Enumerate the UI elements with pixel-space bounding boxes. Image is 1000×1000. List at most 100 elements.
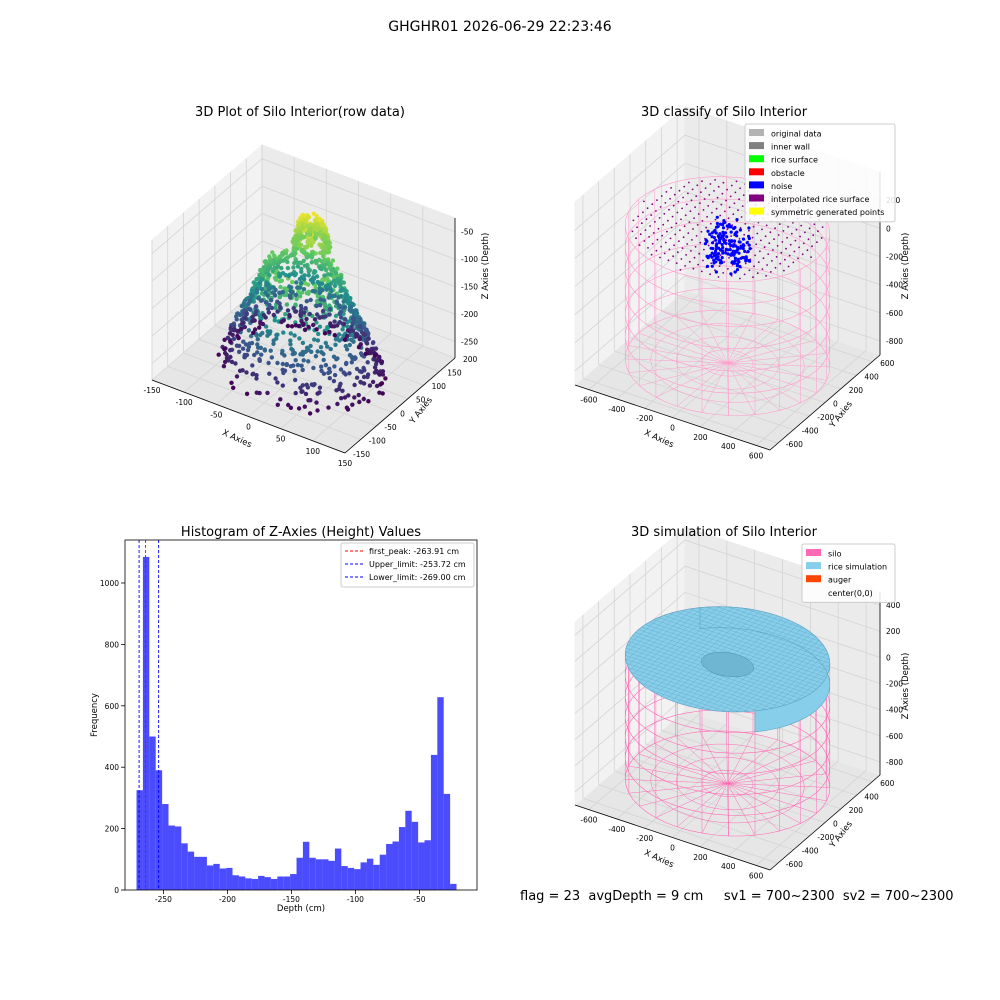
- surface-point: [821, 226, 824, 229]
- surface-point: [694, 206, 696, 209]
- scatter-point: [366, 399, 371, 404]
- x-gridline: [616, 540, 728, 820]
- scatter-point: [296, 260, 302, 265]
- scatter-point: [348, 296, 353, 301]
- surface-point: [781, 241, 784, 243]
- noise-point: [717, 258, 721, 262]
- scatter-point: [308, 297, 313, 303]
- scatter-points: [216, 211, 388, 416]
- surface-point: [737, 209, 739, 212]
- scatter-point: [296, 323, 302, 329]
- scatter-point: [311, 322, 316, 328]
- scatter-point: [281, 258, 286, 263]
- scatter-point: [267, 254, 272, 259]
- surface-point: [756, 232, 759, 235]
- scatter-point: [285, 259, 290, 265]
- rice-mesh-line: [752, 648, 826, 712]
- surface-point: [787, 226, 789, 228]
- surface-point: [700, 230, 703, 233]
- surface-point: [799, 235, 801, 238]
- scatter-point: [266, 360, 271, 366]
- scatter-point: [285, 308, 291, 313]
- noise-point: [710, 251, 714, 255]
- scatter-point: [266, 283, 271, 288]
- surface-point: [816, 241, 818, 244]
- scatter-point: [286, 402, 291, 408]
- surface-point: [752, 276, 754, 279]
- surface-point: [800, 224, 803, 227]
- z-tick-label: 400: [886, 601, 901, 610]
- scatter-point: [321, 357, 326, 363]
- scatter-point: [317, 390, 322, 395]
- surface-point: [697, 263, 699, 266]
- noise-point: [732, 261, 737, 265]
- noise-point: [738, 228, 743, 232]
- noise-point: [745, 241, 749, 245]
- surface-point: [719, 214, 722, 217]
- y-tick-label: 1000: [100, 579, 119, 588]
- z-tick-label: -150: [461, 283, 478, 292]
- scatter-point: [301, 321, 306, 327]
- noise-point: [731, 244, 735, 248]
- scatter-point: [280, 361, 285, 367]
- scatter-point: [282, 286, 287, 291]
- histogram-bar: [283, 876, 291, 890]
- noise-point: [733, 270, 737, 274]
- y-tick-label: 200: [105, 825, 120, 834]
- histogram-bar: [354, 869, 361, 890]
- z-tick-label: -800: [886, 758, 903, 767]
- scatter-point: [273, 305, 278, 310]
- scatter-point: [242, 324, 247, 330]
- scatter-point: [350, 316, 356, 321]
- scatter-point: [228, 339, 233, 344]
- x-tick-label: -150: [143, 386, 160, 395]
- scatter-point: [379, 381, 385, 386]
- scatter-point: [308, 222, 313, 228]
- noise-point: [739, 256, 743, 260]
- rice-mesh-line: [781, 664, 830, 707]
- scatter-point: [377, 390, 382, 395]
- scatter-point: [294, 296, 299, 302]
- scatter-point: [319, 281, 325, 286]
- y-tick-label: -100: [369, 436, 386, 445]
- y-axis-line: [769, 354, 881, 451]
- surface-point: [759, 250, 761, 253]
- scatter-point: [227, 331, 233, 336]
- scatter-point: [344, 347, 350, 352]
- surface-point: [718, 265, 721, 267]
- scatter-point: [299, 269, 304, 274]
- scatter-point: [312, 337, 317, 342]
- scatter-point: [366, 336, 371, 341]
- silo-floor-ring: [676, 756, 779, 810]
- scatter-point: [306, 289, 312, 294]
- scatter-point: [231, 385, 236, 390]
- scatter-point: [321, 262, 326, 267]
- surface-point: [695, 235, 698, 237]
- y-gridline: [661, 127, 857, 376]
- surface-point: [645, 218, 648, 221]
- scatter-point: [306, 215, 311, 220]
- noise-point: [712, 261, 716, 265]
- scatter-point: [287, 314, 292, 319]
- surface-point: [692, 267, 695, 270]
- surface-point: [702, 209, 705, 211]
- scatter-point: [356, 345, 362, 350]
- scatter-point: [266, 306, 271, 312]
- scatter-point: [314, 223, 320, 228]
- x-tick-label: -250: [155, 895, 172, 904]
- scatter-point: [260, 321, 266, 327]
- scatter-point: [266, 310, 271, 315]
- rice-surface-edge: [699, 606, 831, 733]
- y-tick-label: 600: [880, 779, 895, 788]
- surface-point: [636, 226, 638, 229]
- scatter-point: [274, 336, 279, 341]
- scatter-point: [309, 260, 314, 265]
- scatter-point: [270, 250, 275, 255]
- scatter-point: [372, 365, 378, 370]
- z-gridline: [151, 185, 456, 282]
- surface-point: [646, 207, 649, 210]
- legend-label: Lower_limit: -269.00 cm: [369, 573, 466, 582]
- legend-label: inner wall: [771, 143, 810, 152]
- scatter-point: [345, 407, 351, 412]
- y-tick-label: 400: [105, 763, 120, 772]
